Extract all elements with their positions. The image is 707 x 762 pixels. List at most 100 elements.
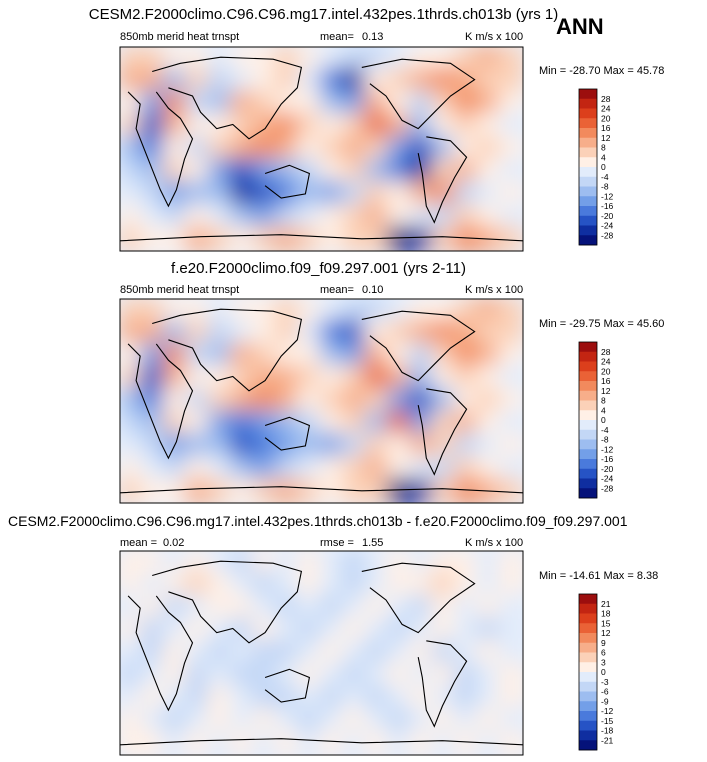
field-cell <box>341 685 369 712</box>
colorbar-tick-label: -20 <box>601 464 614 474</box>
field-cell <box>341 410 369 437</box>
colorbar-tick-label: 8 <box>601 143 606 153</box>
coastline <box>264 416 311 451</box>
field-cell <box>453 319 481 347</box>
field-cell <box>498 365 523 392</box>
map-frame <box>119 298 524 504</box>
field-cell <box>185 433 212 460</box>
field-cell <box>409 90 436 117</box>
map-frame <box>119 550 524 756</box>
field-cell <box>409 571 436 599</box>
coastline <box>120 738 523 746</box>
field-cell <box>476 90 503 117</box>
field-cell <box>207 319 234 347</box>
field-cell <box>386 662 414 689</box>
field-cell <box>364 299 391 324</box>
field-cell <box>185 730 212 755</box>
field-cell <box>431 365 458 392</box>
panel-1-mean-label: mean= <box>320 31 354 43</box>
field-cell <box>498 203 523 231</box>
field-cell <box>319 342 346 369</box>
colorbar-swatch <box>579 128 597 139</box>
colorbar-swatch <box>579 439 597 450</box>
field-cell <box>162 662 190 689</box>
field-cell <box>185 113 212 140</box>
colorbar-swatch <box>579 147 597 158</box>
colorbar-swatch <box>579 176 597 187</box>
panel-2-units: K m/s x 100 <box>465 284 524 296</box>
field-cell <box>274 387 302 415</box>
field-cell <box>453 181 481 208</box>
field-cell <box>364 135 391 163</box>
field-cell <box>252 594 279 621</box>
field-cell <box>207 551 234 576</box>
colorbar-tick-label: 24 <box>601 104 611 114</box>
field-cell <box>140 551 167 576</box>
colorbar-swatch <box>579 691 597 702</box>
field-cell <box>341 47 369 72</box>
field-cell <box>409 685 436 712</box>
field-cell <box>162 707 190 735</box>
field-cell <box>319 203 346 231</box>
panel-2-min-max: Min = -29.75 Max = 45.60 <box>539 318 665 330</box>
field-cell <box>498 342 523 369</box>
field-cell <box>274 299 302 324</box>
colorbar-tick-label: 0 <box>601 162 606 172</box>
colorbar-swatch <box>579 98 597 109</box>
field-cell <box>185 387 212 415</box>
field-cell <box>476 135 503 163</box>
field-cell <box>274 478 302 503</box>
field-cell <box>364 342 391 369</box>
field-cell <box>162 594 190 621</box>
field-cell <box>386 730 414 755</box>
colorbar-swatch <box>579 235 597 246</box>
field-cell <box>140 617 167 644</box>
field-cell <box>274 226 302 251</box>
field-cell <box>364 158 391 185</box>
field-cell <box>140 203 167 231</box>
field-cell <box>453 617 481 644</box>
field-cell <box>229 455 257 483</box>
field-cell <box>341 617 369 644</box>
field-cell <box>274 662 302 689</box>
field-cell <box>229 226 257 251</box>
field-cell <box>476 67 503 95</box>
field-cell <box>386 410 414 437</box>
field-cell <box>364 365 391 392</box>
field-cell <box>252 639 279 667</box>
field-cell <box>341 387 369 415</box>
field-cell <box>162 158 190 185</box>
field-cell <box>341 551 369 576</box>
colorbar-swatch <box>579 449 597 460</box>
colorbar-tick-label: 3 <box>601 657 606 667</box>
field-cell <box>409 594 436 621</box>
field-cell <box>476 181 503 208</box>
field-cell <box>319 181 346 208</box>
field-cell <box>140 113 167 140</box>
map-frame <box>119 46 524 252</box>
panel-3-title: CESM2.F2000climo.C96.C96.mg17.intel.432p… <box>8 513 628 529</box>
field-cell <box>453 67 481 95</box>
field-cell <box>341 181 369 208</box>
field-cell <box>229 90 257 117</box>
field-cell <box>274 707 302 735</box>
field-cell <box>498 478 523 503</box>
colorbar-tick-label: 15 <box>601 618 611 628</box>
field-cell <box>274 617 302 644</box>
field-cell <box>341 135 369 163</box>
colorbar-swatch <box>579 468 597 479</box>
field-cell <box>498 387 523 415</box>
field-cell <box>386 181 414 208</box>
field-cell <box>185 135 212 163</box>
field-cell <box>274 571 302 599</box>
field-cell <box>185 571 212 599</box>
panel-1-units: K m/s x 100 <box>465 31 524 43</box>
colorbar-tick-label: 12 <box>601 133 611 143</box>
field-cell <box>185 226 212 251</box>
colorbar-tick-label: 21 <box>601 599 611 609</box>
field-cell <box>207 113 234 140</box>
field-cell <box>319 551 346 576</box>
colorbar-swatch <box>579 225 597 236</box>
field-cell <box>364 685 391 712</box>
